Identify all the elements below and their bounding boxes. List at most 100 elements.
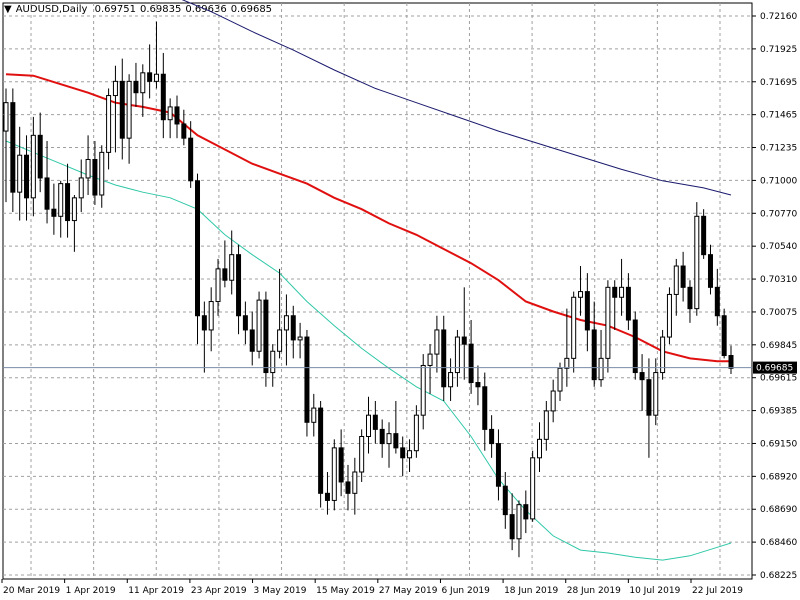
high-value: 0.69835 [139,4,182,15]
candle-bear [639,372,645,381]
candle-bear [728,355,734,369]
x-tick-label: 22 Jul 2019 [692,586,743,596]
candle-bear [625,286,631,321]
candle-bear [584,291,590,331]
candle-bear [345,481,351,494]
y-tick-label: 0.68920 [760,472,797,482]
candle-bear [133,80,139,94]
candle-bull [454,336,460,374]
candle-bull [140,72,146,94]
candle-bull [516,504,522,540]
candle-bear [201,315,207,331]
candle-bull [311,407,317,423]
candle-bull [85,158,91,179]
y-tick-label: 0.71695 [760,78,797,88]
candle-bull [605,286,611,359]
candle-bull [530,457,536,520]
candle-bear [646,379,652,416]
candle-bear [181,123,187,139]
y-tick-label: 0.68690 [760,505,797,515]
candle-bear [188,137,194,182]
x-tick-label: 23 Apr 2019 [191,586,247,596]
x-tick-label: 18 Jun 2019 [504,586,558,596]
candle-bear [324,492,330,501]
candle-bull [543,410,549,440]
candle-bear [393,433,399,449]
candle-bear [632,319,638,374]
candle-bull [106,95,112,153]
candle-bull [331,447,337,501]
candle-bear [249,329,255,352]
candle-bull [666,293,672,338]
candle-bull [17,154,23,193]
candle-bear [612,286,618,298]
candle-bull [126,80,132,139]
candle-bull [208,301,214,331]
candle-bear [263,299,269,374]
y-tick-label: 0.70770 [760,209,797,219]
candle-bear [714,286,720,317]
y-tick-label: 0.70075 [760,308,797,318]
candle-bull [550,390,556,412]
candle-bull [167,106,173,121]
candle-bear [591,329,597,381]
candle-bear [523,504,529,520]
candle-bear [338,447,344,483]
y-tick-label: 0.70310 [760,275,797,285]
candle-bear [304,336,310,423]
candle-bull [30,134,36,199]
candle-bull [153,73,159,82]
candle-bull [571,296,577,359]
candle-bear [687,286,693,310]
candle-bull [653,372,659,416]
chart-menu-triangle-icon[interactable]: ▼ [4,4,12,15]
candle-bull [297,336,303,341]
y-tick-label: 0.71235 [760,144,797,154]
current-price-label: 0.69685 [756,364,793,374]
x-tick-label: 1 Apr 2019 [66,586,116,596]
candle-bull [448,372,454,388]
candle-bear [489,428,495,445]
y-tick-label: 0.71465 [760,111,797,121]
candle-bear [242,315,248,331]
candle-bull [420,364,426,416]
candle-bear [236,254,242,317]
candle-bear [509,514,515,540]
candle-bull [359,435,365,473]
candle-bear [502,485,508,516]
candle-bull [673,265,679,295]
y-tick-label: 0.69385 [760,407,797,417]
current-price-label-bg [753,361,797,374]
candle-bull [3,102,9,132]
candle-bull [256,299,262,352]
candle-bear [379,428,385,445]
y-tick-label: 0.72160 [760,12,797,22]
candle-bear [707,254,713,288]
candle-bear [160,73,166,121]
candle-bull [427,353,433,366]
candle-bear [372,414,378,430]
candle-bear [400,447,406,459]
candle-bear [44,177,50,210]
y-tick-label: 0.71925 [760,45,797,55]
candle-bull [352,471,358,494]
candle-bull [229,254,235,281]
x-tick-label: 27 May 2019 [379,586,438,596]
candle-bear [468,343,474,384]
candle-bull [407,450,413,459]
candle-bull [99,151,105,196]
candle-bull [557,367,563,392]
candle-bull [413,414,419,452]
candle-bear [721,315,727,357]
candle-bull [215,268,221,303]
candle-bull [578,291,584,298]
candle-bull [112,80,118,97]
candle-bear [65,183,71,222]
candle-bear [174,106,180,125]
candle-bear [147,72,153,82]
ma_slow-line [181,0,732,196]
candle-bull [58,183,64,217]
candle-bear [475,382,481,388]
